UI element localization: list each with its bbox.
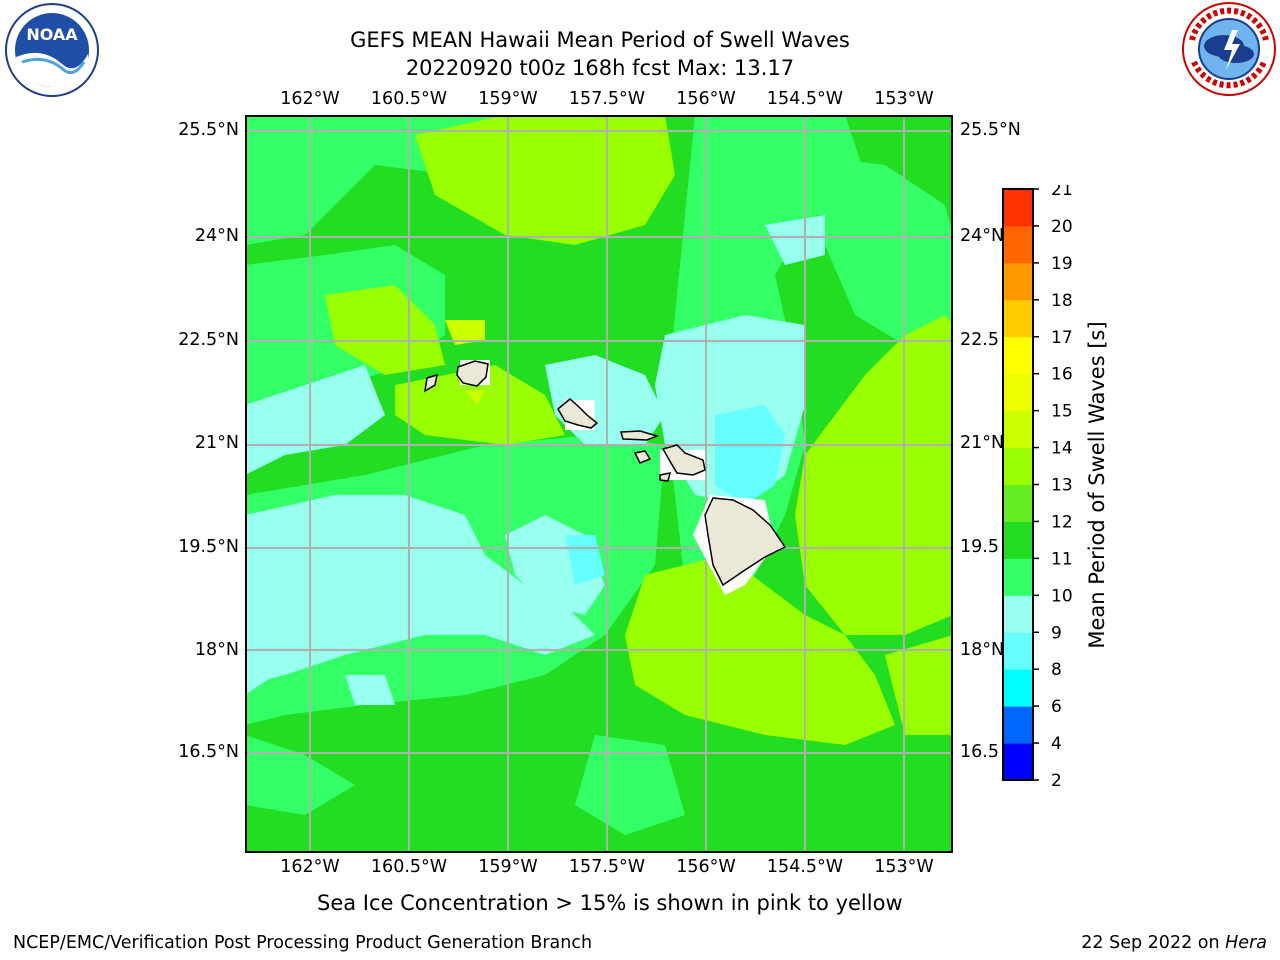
colorbar-bin	[1003, 262, 1033, 301]
colorbar-tick-label: 6	[1051, 697, 1062, 717]
lon-label-bottom: 153°W	[874, 857, 934, 877]
lat-label-left: 21°N	[194, 433, 239, 453]
lon-label-bottom: 160.5°W	[370, 857, 448, 877]
lat-label-left: 18°N	[194, 640, 239, 660]
lon-label-top: 159°W	[478, 89, 538, 109]
lon-label-top: 156°W	[676, 89, 736, 109]
colorbar-bin	[1003, 447, 1033, 485]
lon-label-bottom: 162°W	[280, 857, 340, 877]
colorbar-bin	[1003, 743, 1033, 781]
island-oahu	[557, 398, 599, 429]
colorbar-tick-label: 9	[1051, 623, 1062, 643]
lat-label-right: 19.5	[960, 537, 999, 557]
colorbar-bin	[1003, 299, 1033, 338]
lat-label-right: 18°N	[960, 640, 1005, 660]
field-9-10	[245, 215, 825, 705]
island-niihau	[424, 373, 438, 393]
colorbar: 2 4 6 8 9 10 11 12 13 14 15 16 17 18 19 20 21	[1002, 185, 1073, 790]
noaa-logo-text: NOAA	[26, 25, 78, 44]
land-mask	[460, 360, 775, 595]
sea-ice-note: Sea Ice Concentration > 15% is shown in …	[317, 891, 903, 915]
colorbar-swatches	[1003, 189, 1033, 781]
lat-label-right: 22.5	[960, 330, 999, 350]
hawaiian-islands	[424, 360, 787, 587]
map-border	[245, 115, 953, 853]
field-12-13	[325, 115, 953, 745]
colorbar-bin	[1003, 336, 1033, 375]
colorbar-tick-label: 20	[1051, 217, 1073, 237]
colorbar-bin	[1003, 521, 1033, 559]
island-kahoolawe	[659, 472, 672, 482]
lat-label-left: 22.5°N	[178, 330, 239, 350]
lat-label-right: 25.5°N	[960, 120, 1021, 140]
colorbar-bin	[1003, 373, 1033, 412]
island-lanai	[633, 450, 652, 464]
chart-subtitle: 20220920 t00z 168h fcst Max: 13.17	[405, 56, 795, 80]
colorbar-tick-label: 12	[1051, 512, 1073, 532]
lat-label-left: 16.5°N	[178, 742, 239, 762]
colorbar-tick-label: 19	[1051, 254, 1073, 274]
lon-label-bottom: 156°W	[676, 857, 736, 877]
noaa-logo: NOAA	[5, 3, 99, 97]
footer-left: NCEP/EMC/Verification Post Processing Pr…	[13, 933, 593, 953]
lat-label-right: 24°N	[960, 226, 1005, 246]
lat-label-right: 16.5	[960, 742, 999, 762]
colorbar-bin	[1003, 410, 1033, 449]
colorbar-tick-label: 4	[1051, 734, 1062, 754]
lon-label-top: 157.5°W	[568, 89, 646, 109]
lat-label-left: 25.5°N	[178, 120, 239, 140]
lon-label-top: 162°W	[280, 89, 340, 109]
footer-date: 22 Sep 2022 on	[1081, 933, 1226, 953]
colorbar-tick-label: 2	[1051, 771, 1062, 790]
island-kauai	[456, 360, 489, 387]
colorbar-tick-label: 21	[1051, 185, 1073, 200]
lon-label-bottom: 154.5°W	[766, 857, 844, 877]
colorbar-bin	[1003, 225, 1033, 264]
colorbar-tick-label: 15	[1051, 402, 1073, 422]
colorbar-tick-label: 8	[1051, 660, 1062, 680]
colorbar-tick-label: 14	[1051, 439, 1073, 459]
colorbar-bin	[1003, 558, 1033, 596]
colorbar-tick-label: 11	[1051, 549, 1073, 569]
colorbar-tick-label: 10	[1051, 586, 1073, 606]
lon-label-top: 154.5°W	[766, 89, 844, 109]
island-maui	[661, 444, 706, 476]
lat-label-left: 19.5°N	[178, 537, 239, 557]
chart-title: GEFS MEAN Hawaii Mean Period of Swell Wa…	[350, 28, 850, 52]
footer-machine: Hera	[1225, 933, 1267, 953]
lon-label-bottom: 159°W	[478, 857, 538, 877]
lon-label-top: 153°W	[874, 89, 934, 109]
colorbar-bin	[1003, 595, 1033, 633]
lat-label-left: 24°N	[194, 226, 239, 246]
footer-right: 22 Sep 2022 on Hera	[1081, 933, 1267, 953]
colorbar-tick-label: 13	[1051, 476, 1073, 496]
colorbar-bin	[1003, 632, 1033, 670]
swell-period-map	[245, 115, 953, 853]
colorbar-bin	[1003, 484, 1033, 522]
field-8-9	[565, 405, 785, 585]
lon-label-bottom: 157.5°W	[568, 857, 646, 877]
colorbar-ticks: 2 4 6 8 9 10 11 12 13 14 15 16 17 18 19 20 21	[1033, 185, 1073, 790]
colorbar-tick-label: 17	[1051, 328, 1073, 348]
field-10-11	[245, 115, 953, 835]
colorbar-bin	[1003, 669, 1033, 707]
lat-label-right: 21°N	[960, 433, 1005, 453]
colorbar-bin	[1003, 706, 1033, 744]
graticule	[245, 115, 953, 853]
colorbar-bin	[1003, 189, 1033, 227]
nws-logo	[1182, 2, 1276, 96]
island-hawaii	[704, 497, 787, 587]
colorbar-tick-label: 16	[1051, 365, 1073, 385]
colorbar-label: Mean Period of Swell Waves [s]	[1085, 321, 1109, 649]
island-molokai	[620, 430, 660, 441]
lon-label-top: 160.5°W	[370, 89, 448, 109]
colorbar-tick-label: 18	[1051, 291, 1073, 311]
